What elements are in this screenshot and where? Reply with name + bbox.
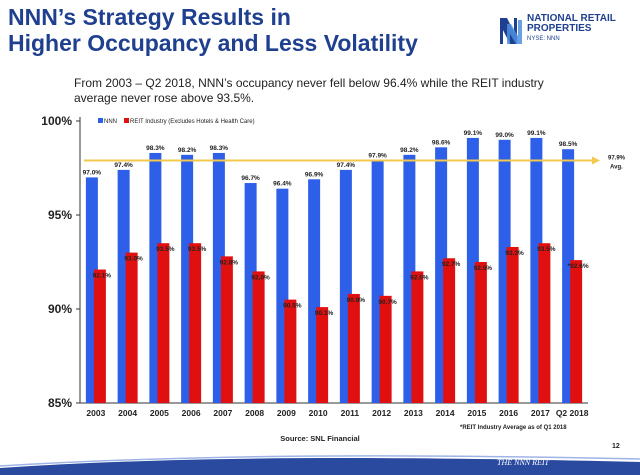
data-label-reit: 90.5% (283, 303, 302, 310)
data-label-reit: 90.8% (347, 297, 366, 304)
legend-swatch-reit (124, 118, 129, 123)
data-label-nnn: 97.4% (337, 162, 356, 169)
bar-reit (538, 243, 551, 403)
y-tick-label: 95% (48, 208, 72, 222)
data-label-nnn: 96.9% (305, 171, 324, 178)
page-title: NNN’s Strategy Results in Higher Occupan… (8, 4, 418, 56)
data-label-reit: 93.5% (537, 246, 556, 253)
logo-name-line-2: PROPERTIES (527, 23, 592, 34)
data-label-nnn: 98.2% (400, 147, 419, 154)
bar-reit (252, 271, 265, 403)
data-label-reit: 90.7% (378, 299, 397, 306)
x-tick-label: 2014 (436, 408, 455, 418)
y-tick-label: 85% (48, 396, 72, 410)
data-label-reit: 92.0% (251, 274, 270, 281)
logo-name: NATIONAL RETAIL PROPERTIES (527, 14, 616, 34)
data-label-reit: *92.6% (568, 263, 589, 270)
y-tick-label: 100% (41, 114, 72, 128)
chart-subtitle: From 2003 – Q2 2018, NNN’s occupancy nev… (74, 76, 544, 105)
bar-reit (125, 252, 138, 403)
title-line-2: Higher Occupancy and Less Volatility (8, 30, 418, 56)
logo-name-line-1: NATIONAL RETAIL (527, 13, 616, 24)
data-label-reit: 93.5% (156, 246, 175, 253)
legend-label-nnn: NNN (104, 119, 117, 125)
data-label-reit: 93.0% (124, 256, 143, 263)
x-tick-label: 2004 (118, 408, 137, 418)
footer-logo-text: THE NNN REIT (497, 458, 550, 467)
bar-reit (284, 299, 297, 403)
x-tick-label: 2012 (372, 408, 391, 418)
bar-reit (93, 269, 106, 403)
x-tick-label: Q2 2018 (556, 408, 589, 418)
logo-ticker: NYSE: NNN (527, 36, 560, 42)
bar-reit (570, 260, 583, 403)
data-label-nnn: 98.6% (432, 139, 451, 146)
data-label-reit: 92.1% (93, 273, 112, 280)
bar-reit (474, 262, 487, 403)
data-label-reit: 93.3% (505, 250, 524, 257)
data-label-reit: 93.5% (188, 246, 207, 253)
data-label-nnn: 98.5% (559, 141, 578, 148)
nnn-logo-icon (500, 18, 522, 44)
x-tick-label: 2016 (499, 408, 518, 418)
footer-band (0, 455, 640, 475)
x-tick-label: 2009 (277, 408, 296, 418)
x-tick-label: 2006 (182, 408, 201, 418)
footnote: *REIT Industry Average as of Q1 2018 (460, 425, 567, 431)
data-label-nnn: 99.1% (527, 130, 546, 137)
data-label-nnn: 99.0% (495, 132, 514, 139)
data-label-nnn: 96.4% (273, 181, 292, 188)
occupancy-bar-chart: 85% 90% 95% 100% NNN REIT Industry (Excludes … (41, 114, 626, 418)
source-note: Source: SNL Financial (280, 434, 360, 443)
bar-reit (379, 295, 392, 403)
legend-label-reit: REIT Industry (Excludes Hotels & Health … (130, 119, 255, 125)
x-tick-label: 2010 (309, 408, 328, 418)
data-label-reit: 90.1% (315, 310, 334, 317)
x-tick-label: 2008 (245, 408, 264, 418)
bar-reit (443, 258, 456, 403)
data-label-reit: 92.8% (220, 259, 239, 266)
data-label-nnn: 97.9% (368, 152, 387, 159)
data-label-reit: 92.7% (442, 261, 461, 268)
data-label-nnn: 99.1% (464, 130, 483, 137)
average-line-arrow (592, 156, 600, 165)
y-tick-label: 90% (48, 302, 72, 316)
data-label-reit: 92.5% (474, 265, 493, 272)
x-tick-label: 2011 (341, 408, 360, 418)
data-label-reit: 92.0% (410, 274, 429, 281)
data-label-nnn: 98.2% (178, 147, 197, 154)
data-label-nnn: 96.7% (241, 175, 260, 182)
x-tick-label: 2013 (404, 408, 423, 418)
x-tick-label: 2015 (467, 408, 486, 418)
x-tick-label: 2007 (213, 408, 232, 418)
x-tick-label: 2005 (150, 408, 169, 418)
x-tick-label: 2003 (86, 408, 105, 418)
x-tick-label: 2017 (531, 408, 550, 418)
data-label-nnn: 97.4% (114, 162, 133, 169)
data-label-nnn: 98.3% (210, 145, 229, 152)
bar-reit (157, 243, 170, 403)
average-value-label: 97.9% (608, 155, 626, 161)
bar-reit (506, 246, 519, 403)
bar-reit (220, 256, 233, 403)
bar-reit (316, 307, 329, 403)
bar-reit (189, 243, 202, 403)
bar-reit (347, 293, 360, 403)
bar-reit (411, 271, 424, 403)
page-number: 12 (612, 443, 620, 450)
company-logo: NATIONAL RETAIL PROPERTIES NYSE: NNN (499, 12, 634, 52)
title-line-1: NNN’s Strategy Results in (8, 4, 291, 30)
legend-swatch-nnn (98, 118, 103, 123)
data-label-nnn: 98.3% (146, 145, 165, 152)
data-label-nnn: 97.0% (83, 169, 102, 176)
average-sublabel: Avg. (610, 164, 623, 170)
